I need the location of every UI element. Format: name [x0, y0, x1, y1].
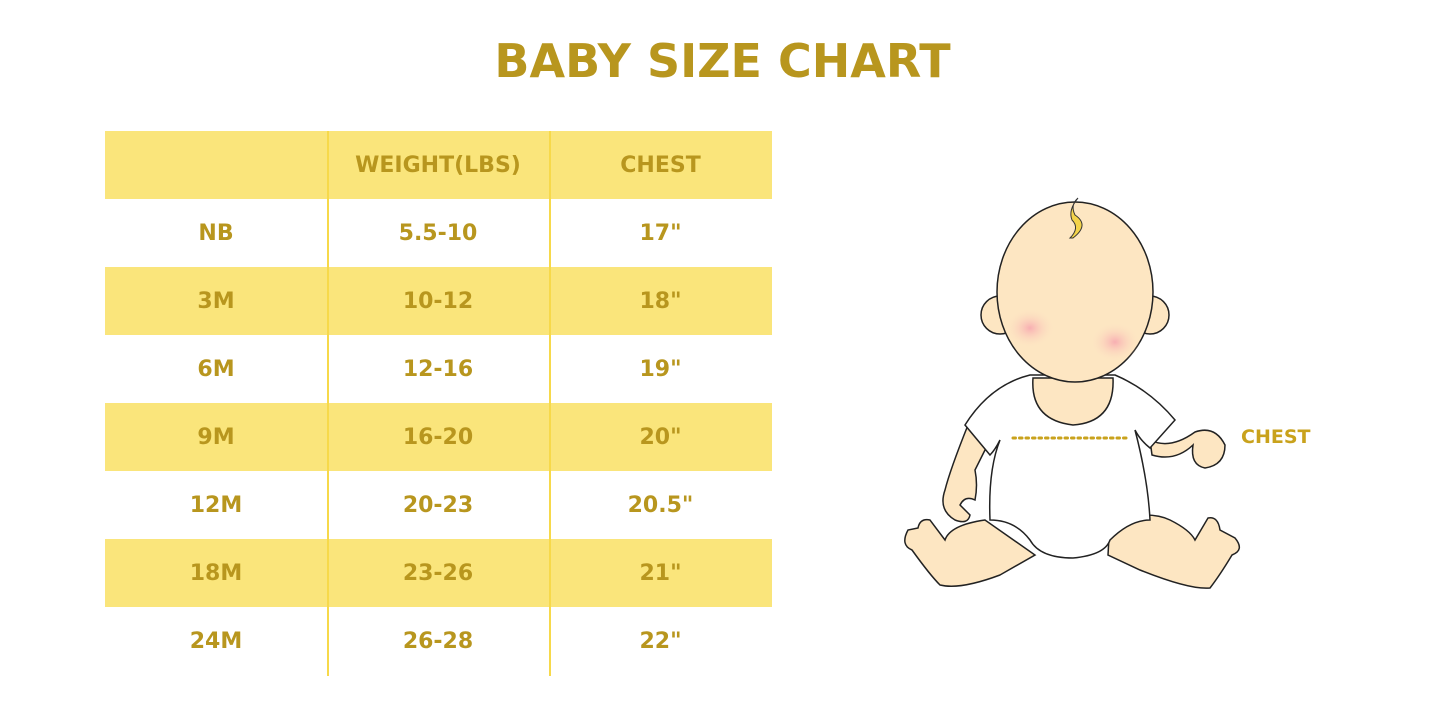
table-row: NB 5.5-10 17" [105, 199, 772, 267]
chest-cell: 20.5" [627, 492, 694, 518]
column-divider [549, 131, 551, 676]
size-cell: 3M [197, 288, 235, 314]
table-row: 24M 26-28 22" [105, 607, 772, 675]
column-divider [327, 131, 329, 676]
chest-cell: 17" [639, 220, 682, 246]
chest-cell: 20" [639, 424, 682, 450]
table-row: 9M 16-20 20" [105, 403, 772, 471]
chest-cell: 21" [639, 560, 682, 586]
chest-label: CHEST [1241, 426, 1311, 448]
weight-cell: 12-16 [402, 356, 474, 382]
size-cell: 18M [189, 560, 243, 586]
table-row: 3M 10-12 18" [105, 267, 772, 335]
weight-cell: 26-28 [402, 628, 474, 654]
weight-cell: 10-12 [402, 288, 474, 314]
size-cell: NB [198, 220, 234, 246]
size-cell: 6M [197, 356, 235, 382]
weight-cell: 5.5-10 [398, 220, 478, 246]
page-title: BABY SIZE CHART [494, 34, 951, 88]
size-cell: 9M [197, 424, 235, 450]
table-header-row: WEIGHT(LBS) CHEST [105, 131, 772, 199]
size-cell: 12M [189, 492, 243, 518]
header-chest: CHEST [620, 152, 701, 178]
chest-cell: 18" [639, 288, 682, 314]
chest-cell: 22" [639, 628, 682, 654]
header-weight: WEIGHT(LBS) [355, 152, 521, 178]
table-row: 6M 12-16 19" [105, 335, 772, 403]
weight-cell: 20-23 [402, 492, 474, 518]
chest-cell: 19" [639, 356, 682, 382]
table-row: 18M 23-26 21" [105, 539, 772, 607]
size-table: WEIGHT(LBS) CHEST NB 5.5-10 17" 3M 10-12… [105, 131, 772, 675]
size-cell: 24M [189, 628, 243, 654]
table-row: 12M 20-23 20.5" [105, 471, 772, 539]
weight-cell: 16-20 [402, 424, 474, 450]
weight-cell: 23-26 [402, 560, 474, 586]
